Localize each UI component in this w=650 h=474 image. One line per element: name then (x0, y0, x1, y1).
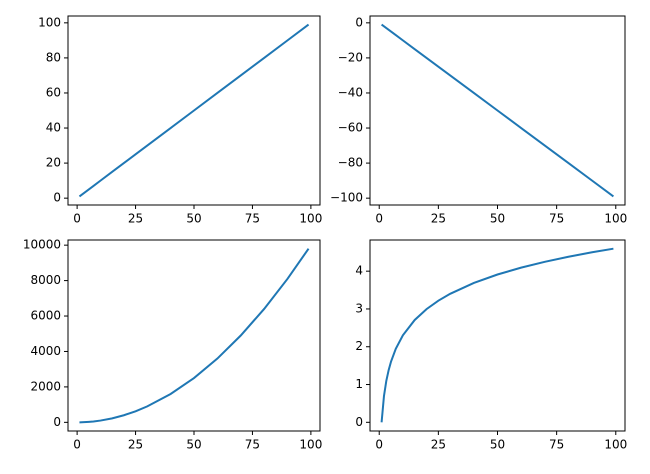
x-tick-label: 100 (299, 438, 322, 452)
x-tick-label: 0 (73, 438, 81, 452)
data-line (380, 247, 614, 423)
x-tick-label: 75 (245, 438, 260, 452)
y-tick-label: 0 (355, 415, 363, 429)
x-tick-label: 25 (128, 438, 143, 452)
y-tick-label: 4 (355, 264, 363, 278)
y-tick-label: 0 (355, 15, 363, 29)
x-tick-label: 75 (549, 212, 564, 226)
y-tick-label: 20 (46, 156, 61, 170)
x-tick-label: 0 (375, 212, 383, 226)
y-tick-label: 4000 (30, 344, 61, 358)
x-tick-label: 50 (490, 212, 505, 226)
y-tick-label: 8000 (30, 273, 61, 287)
y-tick-label: 100 (38, 15, 61, 29)
y-tick-label: −40 (338, 85, 363, 99)
y-tick-label: 10000 (23, 238, 61, 252)
x-tick-label: 100 (299, 212, 322, 226)
axes-frame (67, 239, 321, 432)
x-tick-label: 0 (375, 438, 383, 452)
y-tick-label: 40 (46, 121, 61, 135)
y-tick-label: 3 (355, 301, 363, 315)
x-tick-label: 100 (604, 438, 627, 452)
y-tick-label: 0 (53, 191, 61, 205)
y-tick-label: 2 (355, 339, 363, 353)
axes-frame (369, 239, 626, 432)
x-tick-label: 25 (128, 212, 143, 226)
y-tick-label: −100 (330, 191, 363, 205)
x-tick-label: 50 (186, 438, 201, 452)
y-tick-label: 1 (355, 377, 363, 391)
x-tick-label: 50 (490, 438, 505, 452)
y-tick-label: 6000 (30, 309, 61, 323)
data-line (78, 23, 310, 198)
y-tick-label: 60 (46, 85, 61, 99)
data-line (79, 248, 310, 424)
y-tick-label: −20 (338, 50, 363, 64)
y-tick-label: 80 (46, 50, 61, 64)
x-tick-label: 50 (186, 212, 201, 226)
x-tick-label: 25 (431, 438, 446, 452)
x-tick-label: 25 (431, 212, 446, 226)
y-tick-label: −60 (338, 121, 363, 135)
y-tick-label: −80 (338, 156, 363, 170)
data-line (380, 23, 615, 198)
y-tick-label: 0 (53, 415, 61, 429)
x-tick-label: 75 (245, 212, 260, 226)
x-tick-label: 100 (604, 212, 627, 226)
x-tick-label: 75 (549, 438, 564, 452)
y-tick-label: 2000 (30, 379, 61, 393)
x-tick-label: 0 (73, 212, 81, 226)
